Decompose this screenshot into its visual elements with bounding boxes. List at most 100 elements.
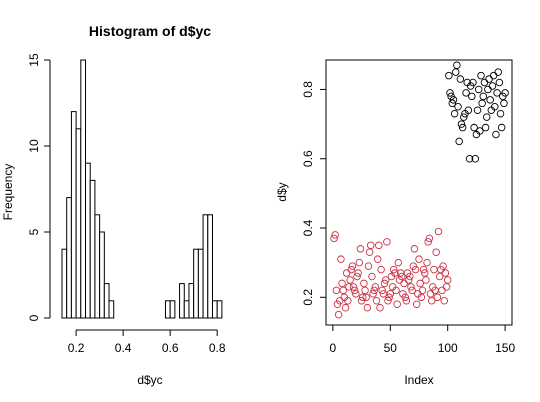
scatter-point <box>398 272 406 281</box>
scatter-point <box>438 286 446 295</box>
histogram-bar <box>202 214 209 319</box>
scatter-point <box>482 113 491 121</box>
histogram-bar <box>211 300 218 319</box>
scatter-point <box>426 290 435 298</box>
scatter-point <box>480 78 489 87</box>
scatter-point <box>408 286 416 295</box>
scatter-point <box>369 290 377 298</box>
histogram-panel: Histogram of d$yc 0.2 0.4 0.6 0.8 0 5 10 15 d$… <box>1 23 226 387</box>
scatter-x-tick-label: 50 <box>384 341 398 355</box>
histogram-bar <box>193 248 199 319</box>
histogram-bar <box>179 283 185 319</box>
scatter-x-label: Index <box>404 373 433 387</box>
scatter-point <box>361 286 369 295</box>
scatter-point <box>392 286 400 295</box>
histogram-bar <box>207 214 213 319</box>
scatter-x-tick-label: 150 <box>495 341 515 355</box>
scatter-point <box>422 276 430 284</box>
scatter-point <box>424 238 432 246</box>
histogram-bar <box>99 231 105 319</box>
scatter-point <box>394 258 403 267</box>
histogram-x-tick-label: 0.6 <box>162 341 179 355</box>
histogram-bar <box>85 162 91 319</box>
scatter-point <box>339 286 347 295</box>
scatter-point <box>353 272 361 281</box>
scatter-y-tick-label: 0.4 <box>301 219 315 236</box>
scatter-point <box>423 258 431 267</box>
scatter-point <box>497 123 506 132</box>
scatter-point <box>411 265 420 274</box>
scatter-point <box>419 265 428 274</box>
scatter-point <box>476 127 484 135</box>
scatter-point <box>331 231 339 239</box>
scatter-point <box>346 276 354 284</box>
scatter-point <box>330 234 338 243</box>
scatter-point <box>355 258 364 267</box>
scatter-point <box>465 154 474 163</box>
scatter-point <box>372 297 381 305</box>
histogram-bar <box>169 300 176 319</box>
scatter-point <box>433 293 442 302</box>
scatter-point <box>362 293 370 302</box>
histogram-bar <box>188 283 195 319</box>
scatter-point <box>462 89 470 97</box>
histogram-x-label: d$yc <box>137 373 162 387</box>
scatter-point <box>406 272 414 281</box>
histogram-x-tick-label: 0.8 <box>209 341 226 355</box>
scatter-point <box>350 286 359 295</box>
scatter-point <box>376 303 384 312</box>
histogram-bar <box>89 179 96 319</box>
scatter-point <box>455 137 463 146</box>
scatter-point <box>377 265 385 274</box>
scatter-point <box>481 123 490 132</box>
scatter-x-tick-label: 0 <box>330 341 337 355</box>
scatter-y-tick-label: 0.8 <box>301 81 315 98</box>
scatter-point <box>489 71 498 80</box>
scatter-point <box>420 269 429 277</box>
scatter-point <box>338 279 346 288</box>
scatter-point <box>345 283 353 291</box>
histogram-y-axis: 0 5 10 15 <box>27 53 51 321</box>
scatter-point <box>332 286 341 295</box>
scatter-point <box>375 241 383 250</box>
scatter-point <box>464 106 473 114</box>
scatter-point <box>427 297 436 305</box>
scatter-y-axis: 0.2 0.4 0.6 0.8 <box>301 81 326 306</box>
scatter-point <box>448 99 457 108</box>
scatter-point <box>457 120 466 128</box>
scatter-point <box>430 265 438 274</box>
scatter-point <box>460 113 468 121</box>
scatter-point <box>407 283 415 291</box>
scatter-point <box>393 300 401 308</box>
scatter-point <box>488 82 497 90</box>
histogram-y-tick-label: 5 <box>27 228 41 235</box>
scatter-point <box>479 92 488 101</box>
scatter-point <box>384 297 392 305</box>
scatter-point <box>495 78 504 87</box>
scatter-point <box>456 75 465 83</box>
scatter-point <box>380 279 389 288</box>
scatter-point <box>389 265 398 274</box>
histogram-bar <box>183 300 190 319</box>
scatter-point <box>494 68 502 76</box>
scatter-point <box>500 99 508 108</box>
scatter-point <box>417 293 426 302</box>
scatter-point <box>471 154 480 163</box>
scatter-point <box>400 279 408 288</box>
scatter-point <box>385 293 393 302</box>
scatter-point <box>454 103 462 111</box>
scatter-point <box>373 255 382 263</box>
scatter-point <box>341 303 350 312</box>
scatter-point <box>367 241 375 250</box>
histogram-x-tick-label: 0.4 <box>115 341 132 355</box>
histogram-y-tick-label: 0 <box>27 314 41 321</box>
histogram-bar <box>197 248 204 319</box>
scatter-x-tick-label: 100 <box>438 341 458 355</box>
histogram-y-tick-label: 15 <box>27 53 41 67</box>
histogram-bar <box>103 283 110 319</box>
scatter-point <box>404 276 413 284</box>
scatter-point <box>368 272 376 281</box>
scatter-point <box>474 85 483 94</box>
scatter-point <box>410 245 419 253</box>
